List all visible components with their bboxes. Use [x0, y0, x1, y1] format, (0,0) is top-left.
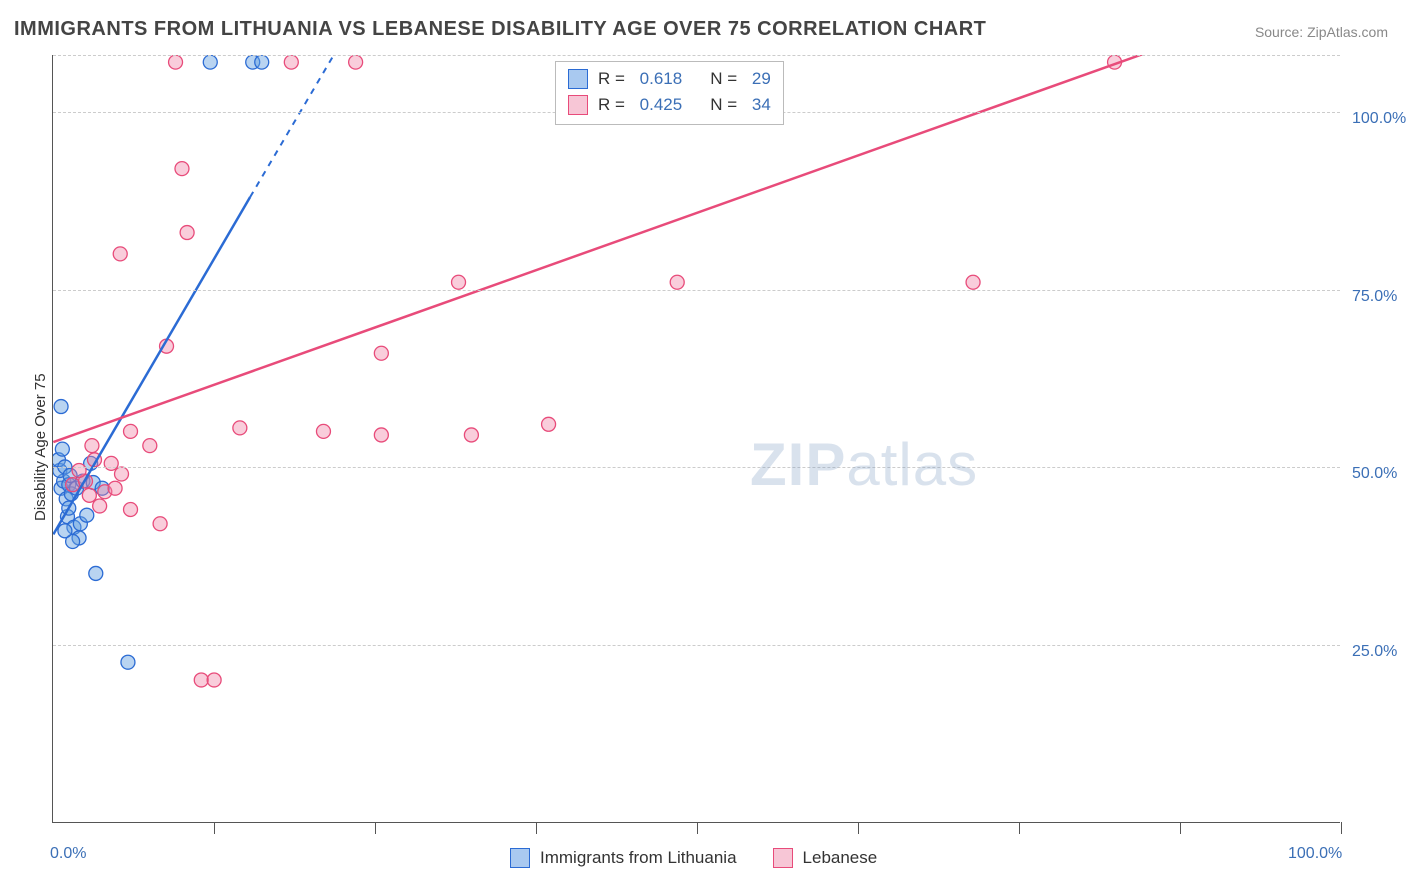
gridline	[53, 55, 1340, 56]
x-tick-label-right: 100.0%	[1288, 845, 1342, 863]
legend-item-lithuania: Immigrants from Lithuania	[510, 848, 737, 868]
gridline	[53, 645, 1340, 646]
x-tick	[1341, 822, 1342, 834]
swatch-lithuania	[510, 848, 530, 868]
n-label: N =	[710, 66, 742, 92]
stats-row-lithuania: R = 0.618 N = 29	[568, 66, 771, 92]
source-label: Source: ZipAtlas.com	[1255, 24, 1388, 40]
x-tick	[214, 822, 215, 834]
chart-title: IMMIGRANTS FROM LITHUANIA VS LEBANESE DI…	[14, 18, 986, 41]
legend-label-lebanese: Lebanese	[803, 848, 878, 868]
n-label: N =	[710, 92, 742, 118]
gridline	[53, 290, 1340, 291]
n-value-lebanese: 34	[752, 92, 771, 118]
x-tick-label-left: 0.0%	[50, 845, 86, 863]
chart-svg	[53, 55, 1340, 822]
x-tick	[1180, 822, 1181, 834]
gridline	[53, 467, 1340, 468]
r-value-lithuania: 0.618	[640, 66, 683, 92]
x-tick	[697, 822, 698, 834]
correlation-stats-box: R = 0.618 N = 29 R = 0.425 N = 34	[555, 61, 784, 125]
r-value-lebanese: 0.425	[640, 92, 683, 118]
x-tick	[1019, 822, 1020, 834]
swatch-lebanese	[568, 95, 588, 115]
swatch-lithuania	[568, 69, 588, 89]
y-axis-label: Disability Age Over 75	[32, 373, 49, 521]
swatch-lebanese	[773, 848, 793, 868]
x-tick	[536, 822, 537, 834]
bottom-legend: Immigrants from Lithuania Lebanese	[510, 848, 877, 868]
stats-row-lebanese: R = 0.425 N = 34	[568, 92, 771, 118]
r-label: R =	[598, 92, 630, 118]
y-tick-label: 25.0%	[1352, 643, 1397, 661]
legend-item-lebanese: Lebanese	[773, 848, 878, 868]
n-value-lithuania: 29	[752, 66, 771, 92]
x-tick	[858, 822, 859, 834]
y-tick-label: 50.0%	[1352, 465, 1397, 483]
y-tick-label: 75.0%	[1352, 288, 1397, 306]
x-tick	[375, 822, 376, 834]
y-tick-label: 100.0%	[1352, 110, 1406, 128]
r-label: R =	[598, 66, 630, 92]
plot-area	[52, 55, 1340, 823]
legend-label-lithuania: Immigrants from Lithuania	[540, 848, 737, 868]
